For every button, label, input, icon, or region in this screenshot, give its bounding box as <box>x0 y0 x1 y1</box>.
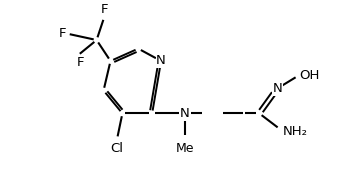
Text: OH: OH <box>299 69 319 82</box>
Text: Me: Me <box>176 142 194 155</box>
Text: NH₂: NH₂ <box>283 125 308 138</box>
Text: N: N <box>156 55 166 68</box>
Text: F: F <box>77 56 84 69</box>
Text: N: N <box>272 82 282 95</box>
Text: Cl: Cl <box>110 142 123 155</box>
Text: N: N <box>180 107 190 120</box>
Text: F: F <box>101 3 108 16</box>
Text: F: F <box>58 27 66 40</box>
